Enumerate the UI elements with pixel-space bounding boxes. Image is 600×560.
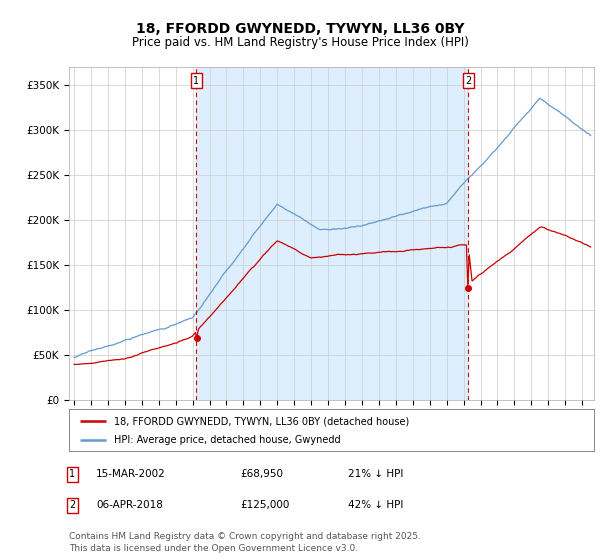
Text: 15-MAR-2002: 15-MAR-2002 [96,469,166,479]
Bar [196,67,468,400]
Text: 21% ↓ HPI: 21% ↓ HPI [348,469,403,479]
Text: 1: 1 [69,469,75,479]
Text: £125,000: £125,000 [240,500,289,510]
Text: Contains HM Land Registry data © Crown copyright and database right 2025.
This d: Contains HM Land Registry data © Crown c… [69,533,421,553]
Text: 18, FFORDD GWYNEDD, TYWYN, LL36 0BY (detached house): 18, FFORDD GWYNEDD, TYWYN, LL36 0BY (det… [113,417,409,426]
Text: Price paid vs. HM Land Registry's House Price Index (HPI): Price paid vs. HM Land Registry's House … [131,36,469,49]
Text: 42% ↓ HPI: 42% ↓ HPI [348,500,403,510]
Text: £68,950: £68,950 [240,469,283,479]
Text: 2: 2 [69,500,75,510]
Text: 1: 1 [193,76,199,86]
Text: 06-APR-2018: 06-APR-2018 [96,500,163,510]
Text: 2: 2 [465,76,471,86]
Text: 18, FFORDD GWYNEDD, TYWYN, LL36 0BY: 18, FFORDD GWYNEDD, TYWYN, LL36 0BY [136,22,464,36]
Text: HPI: Average price, detached house, Gwynedd: HPI: Average price, detached house, Gwyn… [113,435,340,445]
